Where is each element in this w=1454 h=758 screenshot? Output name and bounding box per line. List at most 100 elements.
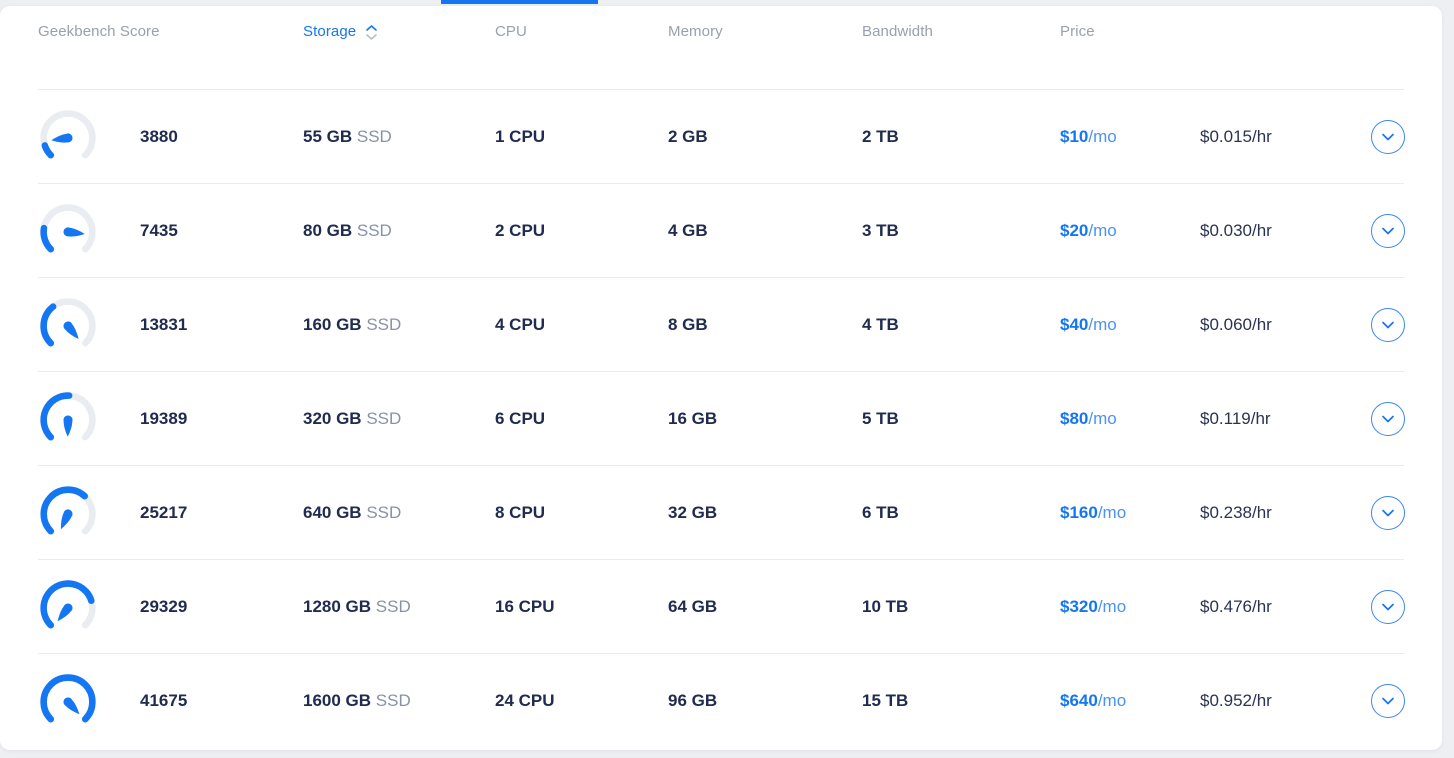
bandwidth-value: 4 TB [862,315,899,334]
storage-value: 160 GB [303,315,362,334]
monthly-price-suffix: /mo [1088,409,1117,428]
hourly-price: $0.015/hr [1200,127,1272,146]
bandwidth-value: 15 TB [862,691,909,710]
memory-value: 32 GB [668,503,718,522]
table-row[interactable]: 19389 320 GB SSD 6 CPU 16 GB 5 TB $80/mo… [0,372,1442,466]
memory-value: 16 GB [668,409,718,428]
monthly-price: $10 [1060,127,1089,146]
storage-type-label: SSD [366,503,402,522]
monthly-price-suffix: /mo [1088,221,1117,240]
table-row[interactable]: 25217 640 GB SSD 8 CPU 32 GB 6 TB $160/m… [0,466,1442,560]
monthly-price-suffix: /mo [1088,315,1117,334]
cpu-value: 8 CPU [495,503,546,522]
geekbench-score-value: 7435 [140,221,178,240]
geekbench-score-value: 3880 [140,127,178,146]
monthly-price-suffix: /mo [1097,503,1127,522]
expand-row-button[interactable] [1371,308,1405,342]
expand-row-button[interactable] [1371,496,1405,530]
speedometer-gauge-icon [40,392,96,441]
memory-value: 4 GB [668,221,708,240]
speedometer-gauge-icon [40,298,96,347]
storage-value: 1280 GB [303,597,372,616]
column-header-memory: Memory [668,22,723,40]
chevron-down-icon [1382,133,1394,141]
table-header-row: Geekbench Score Storage CPU Memory Bandw… [0,6,1442,90]
storage-type-label: SSD [356,221,392,240]
cpu-value: 4 CPU [495,315,546,334]
storage-type-label: SSD [366,409,402,428]
hourly-price: $0.030/hr [1200,221,1272,240]
expand-row-button[interactable] [1371,120,1405,154]
storage-value: 320 GB [303,409,362,428]
table-body: 3880 55 GB SSD 1 CPU 2 GB 2 TB $10/mo $0… [0,90,1442,748]
bandwidth-value: 5 TB [862,409,899,428]
bandwidth-value: 2 TB [862,127,899,146]
bandwidth-value: 10 TB [862,597,909,616]
expand-row-button[interactable] [1371,684,1405,718]
table-row[interactable]: 3880 55 GB SSD 1 CPU 2 GB 2 TB $10/mo $0… [0,90,1442,184]
geekbench-score-value: 29329 [140,597,188,616]
monthly-price: $320 [1060,597,1098,616]
storage-type-label: SSD [356,127,392,146]
speedometer-gauge-icon [40,486,96,535]
monthly-price: $40 [1060,315,1089,334]
cpu-value: 16 CPU [495,597,555,616]
expand-row-button[interactable] [1371,590,1405,624]
monthly-price: $160 [1060,503,1098,522]
speedometer-gauge-icon [40,580,96,629]
table-row[interactable]: 29329 1280 GB SSD 16 CPU 64 GB 10 TB $32… [0,560,1442,654]
cpu-value: 6 CPU [495,409,546,428]
geekbench-score-value: 19389 [140,409,188,428]
column-header-storage-label: Storage [303,22,357,40]
memory-value: 2 GB [668,127,708,146]
expand-row-button[interactable] [1371,402,1405,436]
monthly-price: $20 [1060,221,1089,240]
hourly-price: $0.952/hr [1200,691,1272,710]
storage-value: 640 GB [303,503,362,522]
storage-value: 80 GB [303,221,353,240]
chevron-down-icon [1382,227,1394,235]
geekbench-score-value: 13831 [140,315,188,334]
chevron-down-icon [1382,697,1394,705]
speedometer-gauge-icon [40,204,96,253]
column-header-cpu: CPU [495,22,527,40]
table-row[interactable]: 41675 1600 GB SSD 24 CPU 96 GB 15 TB $64… [0,654,1442,748]
bandwidth-value: 3 TB [862,221,899,240]
column-header-price: Price [1060,22,1095,40]
storage-value: 1600 GB [303,691,372,710]
monthly-price: $640 [1060,691,1098,710]
storage-type-label: SSD [366,315,402,334]
memory-value: 8 GB [668,315,708,334]
hourly-price: $0.060/hr [1200,315,1272,334]
column-header-geekbench-score: Geekbench Score [38,22,160,40]
sort-up-down-icon[interactable] [366,24,378,40]
table-row[interactable]: 7435 80 GB SSD 2 CPU 4 GB 3 TB $20/mo $0… [0,184,1442,278]
chevron-down-icon [1382,321,1394,329]
hourly-price: $0.119/hr [1200,409,1271,428]
chevron-down-icon [1382,415,1394,423]
monthly-price-suffix: /mo [1097,691,1127,710]
chevron-down-icon [1382,509,1394,517]
geekbench-score-value: 25217 [140,503,188,522]
speedometer-gauge-icon [40,674,96,723]
active-tab-underline[interactable] [441,0,598,4]
cpu-value: 2 CPU [495,221,546,240]
memory-value: 96 GB [668,691,718,710]
storage-type-label: SSD [375,597,411,616]
storage-value: 55 GB [303,127,353,146]
hourly-price: $0.476/hr [1200,597,1272,616]
expand-row-button[interactable] [1371,214,1405,248]
column-header-storage[interactable]: Storage [303,23,495,40]
cpu-value: 24 CPU [495,691,555,710]
storage-type-label: SSD [375,691,411,710]
memory-value: 64 GB [668,597,718,616]
speedometer-gauge-icon [40,110,96,159]
monthly-price: $80 [1060,409,1089,428]
bandwidth-value: 6 TB [862,503,899,522]
hourly-price: $0.238/hr [1200,503,1272,522]
monthly-price-suffix: /mo [1088,127,1117,146]
table-row[interactable]: 13831 160 GB SSD 4 CPU 8 GB 4 TB $40/mo … [0,278,1442,372]
monthly-price-suffix: /mo [1097,597,1127,616]
chevron-down-icon [1382,603,1394,611]
pricing-table-card: Geekbench Score Storage CPU Memory Bandw… [0,6,1442,750]
